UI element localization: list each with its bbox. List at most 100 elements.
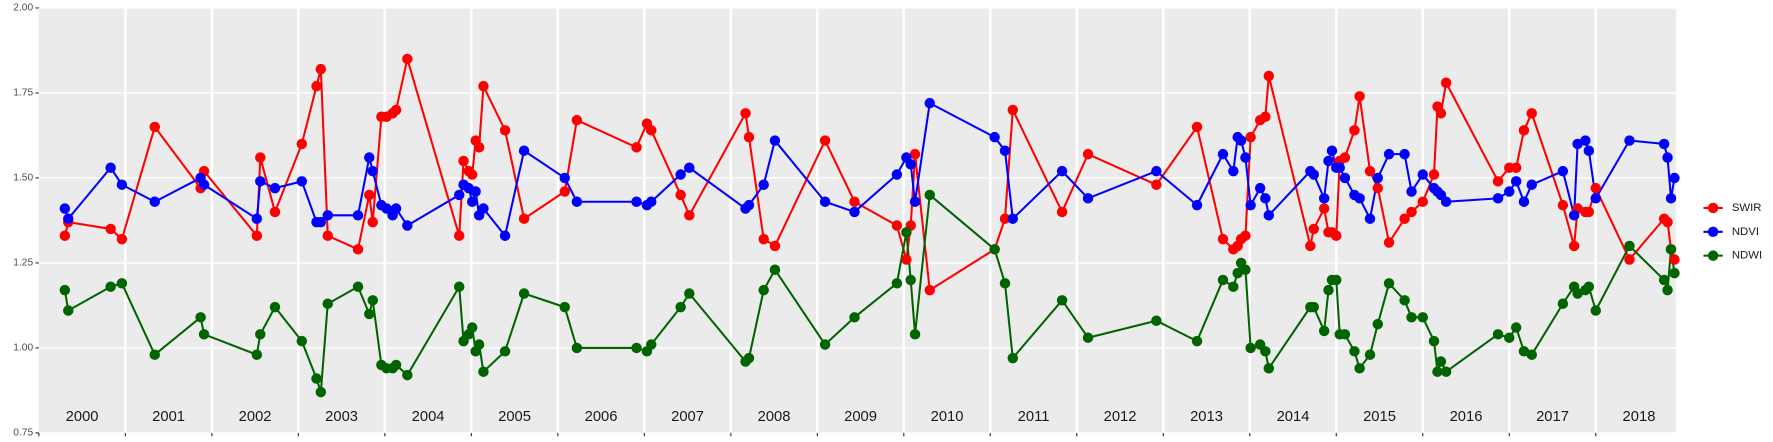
data-point <box>684 162 695 173</box>
data-point <box>1526 179 1537 190</box>
data-point <box>1417 196 1428 207</box>
data-point <box>1260 193 1271 204</box>
data-point <box>1354 193 1365 204</box>
x-tick-label: 2018 <box>1623 409 1656 425</box>
data-point <box>905 159 916 170</box>
data-point <box>1318 203 1330 214</box>
data-point <box>1504 186 1515 197</box>
data-point <box>364 308 375 320</box>
data-point <box>740 108 751 119</box>
data-point <box>1364 165 1376 177</box>
data-point <box>1624 240 1635 252</box>
data-point <box>684 288 695 299</box>
data-point <box>989 244 1000 255</box>
legend-key-point <box>1707 202 1719 214</box>
data-point <box>1245 342 1256 354</box>
data-point <box>559 301 570 313</box>
data-point <box>1624 135 1635 146</box>
data-point <box>1331 274 1342 286</box>
data-point <box>1504 332 1515 343</box>
data-point <box>559 172 570 184</box>
data-point <box>364 152 375 163</box>
data-point <box>1305 240 1316 252</box>
data-point <box>999 213 1011 224</box>
data-point <box>322 298 333 309</box>
data-point <box>478 80 489 92</box>
data-point <box>758 179 769 190</box>
data-point <box>1228 281 1239 292</box>
data-point <box>1428 169 1440 180</box>
data-point <box>1323 155 1334 167</box>
data-point <box>819 196 831 207</box>
x-tick-label: 2006 <box>585 409 618 425</box>
data-point <box>390 359 402 371</box>
data-point <box>149 121 160 133</box>
data-point <box>105 281 116 292</box>
data-point <box>1590 305 1601 316</box>
data-point <box>1383 237 1395 248</box>
data-point <box>1399 295 1410 306</box>
y-tick-label: 1.25 <box>13 258 33 269</box>
data-point <box>1669 172 1680 184</box>
data-point <box>1526 349 1537 360</box>
y-tick-label: 1.00 <box>13 343 33 354</box>
data-point <box>1590 193 1601 204</box>
x-tick-label: 2015 <box>1363 409 1396 425</box>
x-tick-label: 2004 <box>412 409 445 425</box>
data-point <box>116 179 128 190</box>
data-point <box>466 196 478 207</box>
x-tick-label: 2009 <box>844 409 877 425</box>
data-point <box>1364 349 1376 360</box>
data-point <box>402 220 413 231</box>
data-point <box>1492 176 1504 187</box>
data-point <box>1308 301 1320 313</box>
data-point <box>1308 169 1320 180</box>
data-point <box>1339 172 1351 184</box>
data-point <box>1191 199 1203 211</box>
data-point <box>470 186 481 197</box>
data-point <box>1572 138 1583 150</box>
data-point <box>269 206 281 218</box>
data-point <box>1583 281 1595 292</box>
data-point <box>364 189 375 201</box>
legend-label: NDWI <box>1732 250 1762 262</box>
data-point <box>1240 230 1251 241</box>
data-point <box>1151 179 1162 190</box>
data-point <box>1557 165 1569 177</box>
data-point <box>453 230 465 241</box>
data-point <box>758 233 769 245</box>
data-point <box>269 301 281 313</box>
data-point <box>646 196 657 207</box>
data-point <box>518 288 530 299</box>
data-point <box>1372 182 1384 194</box>
data-point <box>675 189 686 201</box>
data-point <box>255 329 266 340</box>
data-point <box>1254 182 1266 194</box>
data-point <box>909 329 921 340</box>
data-point <box>769 240 781 252</box>
data-point <box>758 284 769 296</box>
data-point <box>769 264 781 275</box>
y-tick-label: 0.75 <box>13 428 33 439</box>
data-point <box>1007 213 1019 224</box>
data-point <box>1056 295 1068 306</box>
data-point <box>367 216 378 228</box>
data-point <box>1568 210 1580 221</box>
data-point <box>1406 312 1417 323</box>
data-point <box>352 210 364 221</box>
data-point <box>1056 206 1068 218</box>
data-point <box>1191 121 1203 133</box>
data-point <box>1007 104 1019 116</box>
data-point <box>1240 152 1251 163</box>
data-point <box>1406 186 1417 197</box>
data-point <box>924 284 935 296</box>
data-point <box>1217 148 1229 160</box>
data-point <box>1318 193 1330 204</box>
data-point <box>198 179 210 190</box>
data-point <box>149 349 160 360</box>
data-point <box>367 165 378 177</box>
data-point <box>1318 325 1330 337</box>
data-point <box>1331 230 1342 241</box>
